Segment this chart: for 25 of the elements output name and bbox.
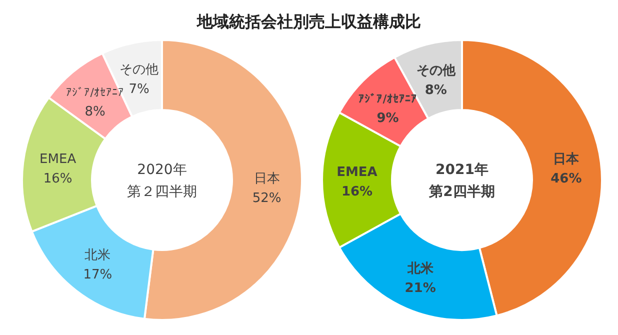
data-label: 52% [252, 191, 282, 206]
slice-label: ｱｼﾞｱ/ｵｾｱﾆｱ [66, 86, 124, 99]
chart-title: 地域統括会社別売上収益構成比 [196, 12, 421, 31]
slice-label: 北米 [406, 261, 434, 276]
data-label: 17% [83, 268, 112, 283]
data-label: 7% [128, 82, 150, 98]
data-label: 8% [424, 82, 447, 98]
data-label: 9% [376, 110, 399, 126]
slice-label: その他 [120, 62, 159, 78]
slice-label: その他 [416, 63, 456, 78]
text: 第２四半期 [127, 184, 197, 200]
data-label: 8% [84, 104, 106, 120]
slice-label: EMEA [336, 165, 378, 180]
slice-label: 北米 [84, 248, 111, 264]
slice-label: ｱｼﾞｱ/ｵｾｱﾆｱ [358, 92, 417, 106]
text: 2021年 [436, 162, 488, 178]
data-label: 16% [43, 171, 72, 186]
slice-label: 日本 [553, 152, 580, 167]
data-label: 16% [341, 184, 373, 200]
data-label: 46% [550, 171, 582, 186]
data-label: 21% [404, 280, 436, 296]
slice-label: EMEA [40, 152, 76, 167]
text: 第2四半期 [428, 184, 495, 200]
slice-label: 日本 [254, 172, 280, 187]
text: 2020年 [137, 162, 187, 178]
